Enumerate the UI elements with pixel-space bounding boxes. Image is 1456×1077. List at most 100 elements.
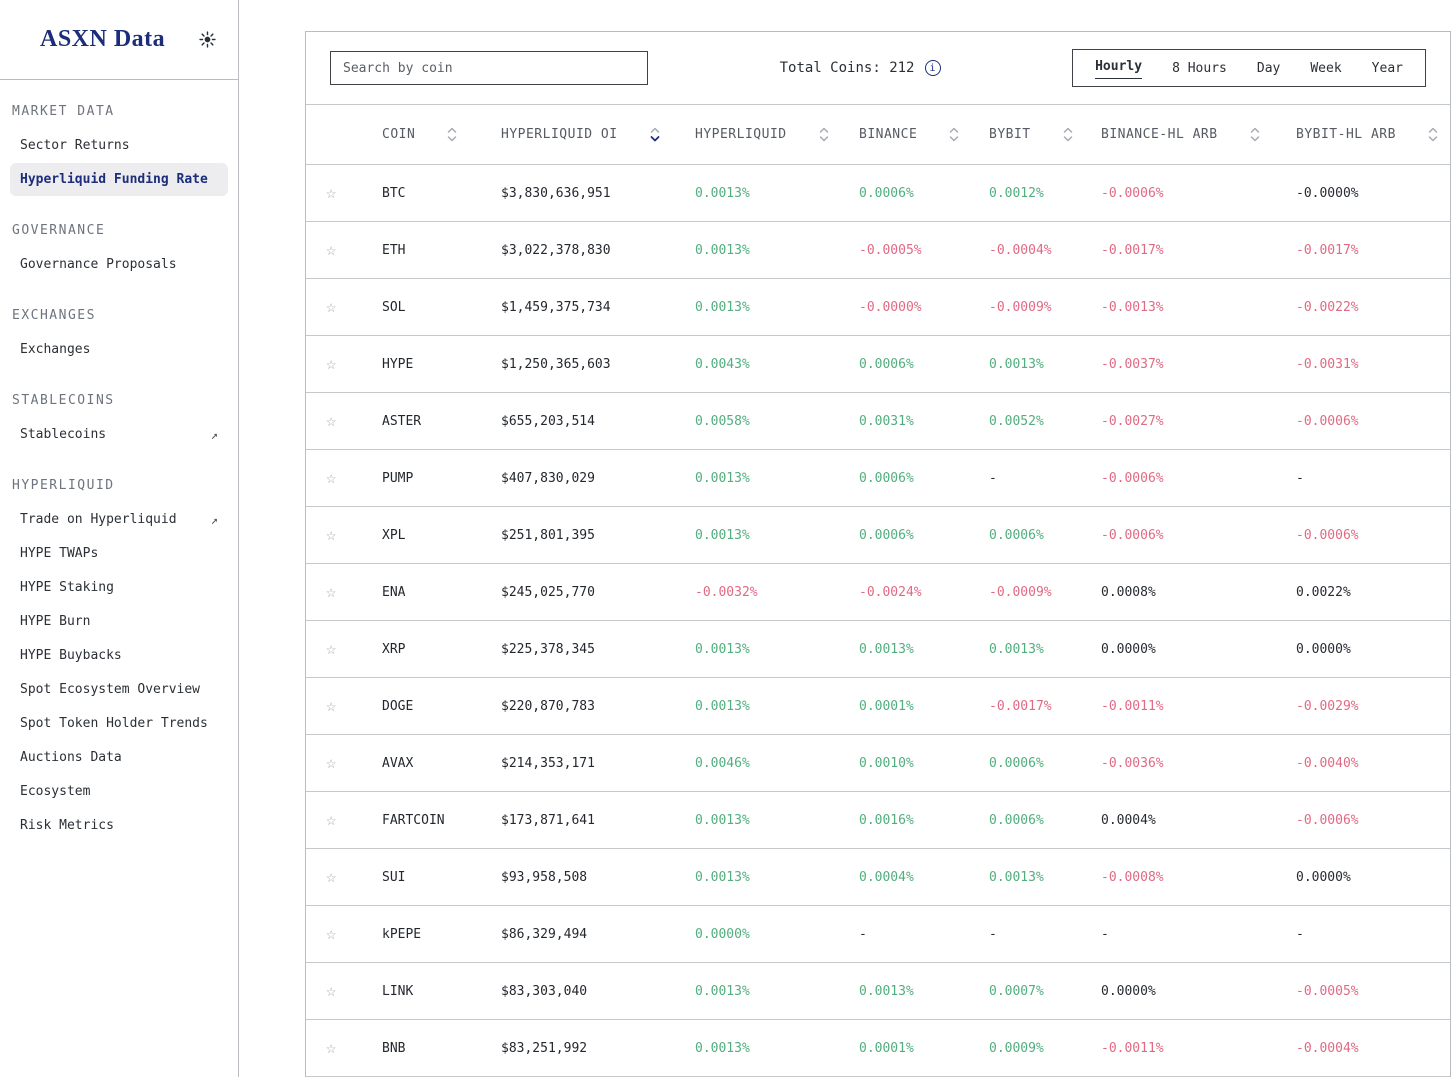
sidebar-item-stablecoins[interactable]: Stablecoins ↗ (10, 418, 228, 451)
table-row: ☆ ETH $3,022,378,830 0.0013% -0.0005% -0… (306, 222, 1450, 279)
cell-binance-rate: 0.0006% (859, 527, 914, 543)
favorite-star-icon[interactable]: ☆ (326, 695, 337, 716)
cell-coin: SOL (382, 299, 406, 315)
favorite-star-icon[interactable]: ☆ (326, 1037, 337, 1058)
sidebar-item-hype-buybacks[interactable]: HYPE Buybacks (10, 639, 228, 672)
header-cell-bybit[interactable]: BYBIT (989, 126, 1101, 143)
tab-8-hours[interactable]: 8 Hours (1172, 60, 1227, 76)
header-cell-hyperliquid-oi[interactable]: HYPERLIQUID OI (501, 126, 695, 143)
table-row: ☆ HYPE $1,250,365,603 0.0043% 0.0006% 0.… (306, 336, 1450, 393)
cell-hyperliquid-oi: $83,303,040 (501, 983, 588, 999)
favorite-star-icon[interactable]: ☆ (326, 524, 337, 545)
sidebar-item-hyperliquid-funding-rate[interactable]: Hyperliquid Funding Rate (10, 163, 228, 196)
header-cell-bybit-hl-arb[interactable]: BYBIT-HL ARB (1296, 126, 1450, 143)
toolbar: Total Coins: 212 i Hourly 8 Hours Day Week Y… (306, 32, 1450, 104)
logo-row: ASXN Data (0, 0, 238, 80)
cell-coin: XPL (382, 527, 406, 543)
sort-icon[interactable] (1250, 126, 1260, 143)
search-input[interactable] (330, 51, 648, 85)
cell-binance-rate: 0.0016% (859, 812, 914, 828)
sidebar-item-trade-on-hyperliquid[interactable]: Trade on Hyperliquid ↗ (10, 503, 228, 536)
cell-hyperliquid-oi: $83,251,992 (501, 1040, 588, 1056)
cell-bybit-hl-arb: - (1296, 470, 1304, 486)
cell-bybit-rate: 0.0012% (989, 185, 1044, 201)
cell-coin: LINK (382, 983, 414, 999)
cell-coin: SUI (382, 869, 406, 885)
tab-year[interactable]: Year (1371, 60, 1403, 76)
theme-toggle-button[interactable] (199, 31, 216, 48)
sidebar-item-risk-metrics[interactable]: Risk Metrics (10, 809, 228, 842)
cell-binance-hl-arb: 0.0000% (1101, 641, 1156, 657)
favorite-star-icon[interactable]: ☆ (326, 410, 337, 431)
sort-icon[interactable] (949, 126, 959, 143)
sidebar-item-hype-twaps[interactable]: HYPE TWAPs (10, 537, 228, 570)
table-row: ☆ LINK $83,303,040 0.0013% 0.0013% 0.000… (306, 963, 1450, 1020)
cell-bybit-hl-arb: 0.0000% (1296, 641, 1351, 657)
sidebar-item-spot-token-holder-trends[interactable]: Spot Token Holder Trends (10, 707, 228, 740)
sort-icon[interactable] (819, 126, 829, 143)
cell-binance-hl-arb: -0.0037% (1101, 356, 1164, 372)
cell-binance-hl-arb: 0.0000% (1101, 983, 1156, 999)
sort-icon[interactable] (447, 126, 457, 143)
cell-hyperliquid-rate: 0.0013% (695, 812, 750, 828)
cell-binance-rate: -0.0000% (859, 299, 922, 315)
table-header: COIN HYPERLIQUID OI HYPERLIQUID BINANCE … (306, 104, 1450, 165)
sidebar-item-hype-burn[interactable]: HYPE Burn (10, 605, 228, 638)
favorite-star-icon[interactable]: ☆ (326, 866, 337, 887)
cell-binance-rate: - (859, 926, 867, 942)
info-icon[interactable]: i (924, 60, 941, 76)
cell-binance-hl-arb: -0.0027% (1101, 413, 1164, 429)
sidebar-item-auctions-data[interactable]: Auctions Data (10, 741, 228, 774)
favorite-star-icon[interactable]: ☆ (326, 809, 337, 830)
cell-bybit-rate: 0.0006% (989, 812, 1044, 828)
cell-hyperliquid-rate: 0.0058% (695, 413, 750, 429)
sort-icon[interactable] (1428, 126, 1438, 143)
sidebar-item-ecosystem[interactable]: Ecosystem (10, 775, 228, 808)
favorite-star-icon[interactable]: ☆ (326, 467, 337, 488)
table-row: ☆ SUI $93,958,508 0.0013% 0.0004% 0.0013… (306, 849, 1450, 906)
sidebar-item-label: Exchanges (20, 342, 91, 357)
sidebar-item-hype-staking[interactable]: HYPE Staking (10, 571, 228, 604)
favorite-star-icon[interactable]: ☆ (326, 353, 337, 374)
tab-day[interactable]: Day (1256, 60, 1281, 76)
sidebar-item-label: HYPE Staking (20, 580, 114, 595)
cell-hyperliquid-rate: 0.0013% (695, 983, 750, 999)
favorite-star-icon[interactable]: ☆ (326, 638, 337, 659)
cell-bybit-rate: 0.0007% (989, 983, 1044, 999)
cell-binance-rate: 0.0031% (859, 413, 914, 429)
cell-bybit-rate: 0.0013% (989, 356, 1044, 372)
cell-binance-rate: 0.0001% (859, 698, 914, 714)
cell-bybit-rate: 0.0013% (989, 641, 1044, 657)
header-cell-hyperliquid[interactable]: HYPERLIQUID (695, 126, 859, 143)
favorite-star-icon[interactable]: ☆ (326, 980, 337, 1001)
sidebar-item-exchanges[interactable]: Exchanges (10, 333, 228, 366)
cell-coin: BNB (382, 1040, 406, 1056)
cell-binance-hl-arb: -0.0006% (1101, 470, 1164, 486)
header-cell-binance[interactable]: BINANCE (859, 126, 989, 143)
interval-tabs: Hourly 8 Hours Day Week Year (1072, 49, 1426, 87)
sidebar-item-governance-proposals[interactable]: Governance Proposals (10, 248, 228, 281)
sidebar-item-label: Risk Metrics (20, 818, 114, 833)
tab-hourly[interactable]: Hourly (1095, 57, 1143, 79)
external-link-icon: ↗ (210, 512, 218, 527)
favorite-star-icon[interactable]: ☆ (326, 296, 337, 317)
tab-week[interactable]: Week (1310, 60, 1342, 76)
sort-icon-active-desc[interactable] (650, 126, 660, 143)
cell-hyperliquid-rate: 0.0013% (695, 185, 750, 201)
favorite-star-icon[interactable]: ☆ (326, 581, 337, 602)
table-row: ☆ ENA $245,025,770 -0.0032% -0.0024% -0.… (306, 564, 1450, 621)
header-cell-coin[interactable]: COIN (382, 126, 501, 143)
cell-hyperliquid-rate: 0.0013% (695, 698, 750, 714)
sort-icon[interactable] (1063, 126, 1073, 143)
favorite-star-icon[interactable]: ☆ (326, 923, 337, 944)
header-cell-binance-hl-arb[interactable]: BINANCE-HL ARB (1101, 126, 1296, 143)
cell-binance-rate: 0.0013% (859, 983, 914, 999)
favorite-star-icon[interactable]: ☆ (326, 752, 337, 773)
cell-hyperliquid-oi: $225,378,345 (501, 641, 595, 657)
sidebar-item-spot-ecosystem-overview[interactable]: Spot Ecosystem Overview (10, 673, 228, 706)
favorite-star-icon[interactable]: ☆ (326, 182, 337, 203)
cell-binance-rate: 0.0004% (859, 869, 914, 885)
cell-coin: PUMP (382, 470, 414, 486)
sidebar-item-sector-returns[interactable]: Sector Returns (10, 129, 228, 162)
favorite-star-icon[interactable]: ☆ (326, 239, 337, 260)
